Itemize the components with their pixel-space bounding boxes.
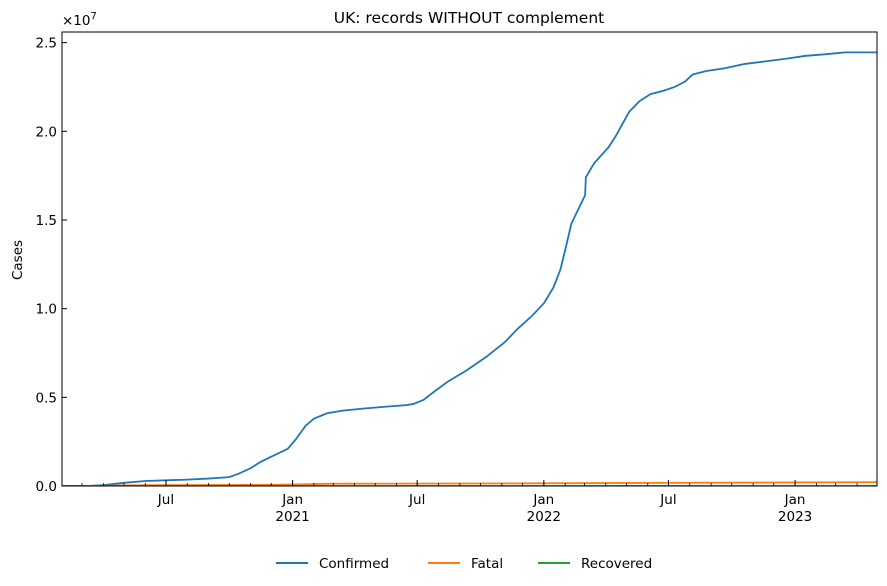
y-tick-label: 1.5: [36, 213, 57, 229]
plot-frame: [61, 31, 878, 487]
x-tick-label: Jan: [281, 492, 303, 508]
x-tick-label: Jan: [784, 492, 806, 508]
legend: Confirmed Fatal Recovered: [276, 556, 652, 572]
legend-label-fatal: Fatal: [471, 556, 503, 572]
series-layer: [62, 51, 877, 486]
y-tick-label: 0.5: [36, 390, 57, 406]
x-tick-label: Jul: [408, 492, 425, 508]
legend-label-confirmed: Confirmed: [319, 556, 389, 572]
y-scale-factor: ×107: [62, 11, 97, 29]
y-tick-label: 1.0: [36, 302, 57, 318]
y-tick-label: 0.0: [36, 479, 57, 495]
y-tick-label: 2.0: [36, 124, 57, 140]
series-line-confirmed: [62, 51, 877, 486]
y-scale-exponent: 7: [91, 11, 97, 22]
x-tick-label: Jul: [157, 492, 174, 508]
chart-title: UK: records WITHOUT complement: [334, 9, 604, 27]
x-tick-year-label: 2021: [275, 509, 309, 525]
y-tick-label: 2.5: [36, 36, 57, 52]
y-axis-label: Cases: [10, 240, 26, 280]
y-scale-base: ×10: [62, 13, 91, 29]
x-tick-label: Jul: [659, 492, 676, 508]
x-tick-year-label: 2023: [778, 509, 812, 525]
x-tick-label: Jan: [532, 492, 554, 508]
legend-label-recovered: Recovered: [581, 556, 652, 572]
x-tick-year-label: 2022: [527, 509, 561, 525]
